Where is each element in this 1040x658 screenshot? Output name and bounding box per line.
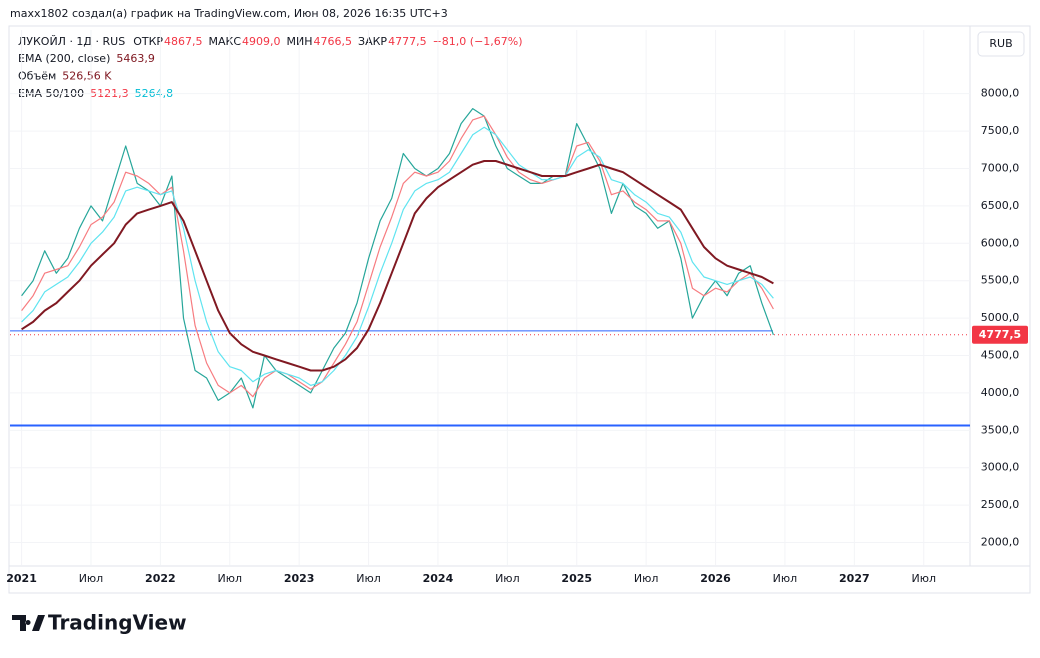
legend-value: 5463,9 xyxy=(116,52,155,65)
ohlc-value: 4766,5 xyxy=(314,35,353,48)
y-tick-label: 5500,0 xyxy=(981,274,1020,287)
last-price-label: 4777,5 xyxy=(979,328,1021,341)
y-tick-label: 7000,0 xyxy=(981,161,1020,174)
x-tick-label: 2022 xyxy=(145,572,176,585)
x-tick-label: Июл xyxy=(495,572,520,585)
logo xyxy=(12,615,45,631)
x-tick-label: 2021 xyxy=(6,572,37,585)
x-tick-label: Июл xyxy=(217,572,242,585)
ohlc-label: ОТКР xyxy=(133,35,163,48)
x-tick-label: Июл xyxy=(79,572,104,585)
attribution: maxx1802 создал(а) график на TradingView… xyxy=(10,7,448,20)
x-tick-label: 2027 xyxy=(839,572,870,585)
change: −81,0 (−1,67%) xyxy=(433,35,523,48)
series-line xyxy=(21,160,774,372)
x-tick-label: 2024 xyxy=(423,572,454,585)
ohlc-value: 4909,0 xyxy=(242,35,281,48)
y-tick-label: 4000,0 xyxy=(981,386,1020,399)
x-tick-label: Июл xyxy=(911,572,936,585)
chart-frame xyxy=(8,25,1031,594)
x-tick-label: Июл xyxy=(356,572,381,585)
y-tick-label: 2500,0 xyxy=(981,498,1020,511)
currency-button[interactable] xyxy=(977,31,1025,57)
y-tick-label: 6500,0 xyxy=(981,199,1020,212)
y-tick-label: 3500,0 xyxy=(981,423,1020,436)
y-tick-label: 4500,0 xyxy=(981,349,1020,362)
ohlc-label: МАКС xyxy=(209,35,242,48)
legend: ЛУКОЙЛ · 1Д · RUSОТКР4867,5МАКС4909,0МИН… xyxy=(18,35,523,100)
grid xyxy=(10,30,970,565)
y-tick-label: 2000,0 xyxy=(981,536,1020,549)
series-line xyxy=(21,126,774,386)
series-line xyxy=(21,108,774,409)
x-tick-label: 2023 xyxy=(284,572,315,585)
x-tick-label: 2026 xyxy=(700,572,731,585)
y-tick-label: 5000,0 xyxy=(981,311,1020,324)
x-tick-label: 2025 xyxy=(561,572,592,585)
x-tick-label: Июл xyxy=(773,572,798,585)
legend-entry: EMA (200, close) xyxy=(18,52,110,65)
y-tick-label: 7500,0 xyxy=(981,124,1020,137)
series-line xyxy=(21,115,774,398)
ohlc-label: ЗАКР xyxy=(358,35,387,48)
ohlc-value: 4867,5 xyxy=(164,35,203,48)
legend-entry: Объём xyxy=(18,70,56,83)
ohlc-value: 4777,5 xyxy=(388,35,427,48)
logo-text: TradingView xyxy=(48,611,187,635)
x-tick-label: Июл xyxy=(634,572,659,585)
currency[interactable]: RUB xyxy=(989,37,1012,50)
y-tick-label: 3000,0 xyxy=(981,461,1020,474)
y-tick-label: 6000,0 xyxy=(981,236,1020,249)
y-tick-label: 8000,0 xyxy=(981,87,1020,100)
last-price-box xyxy=(972,325,1028,344)
symbol: ЛУКОЙЛ · 1Д · RUS xyxy=(18,35,125,48)
legend-value: 526,56 K xyxy=(62,70,112,83)
